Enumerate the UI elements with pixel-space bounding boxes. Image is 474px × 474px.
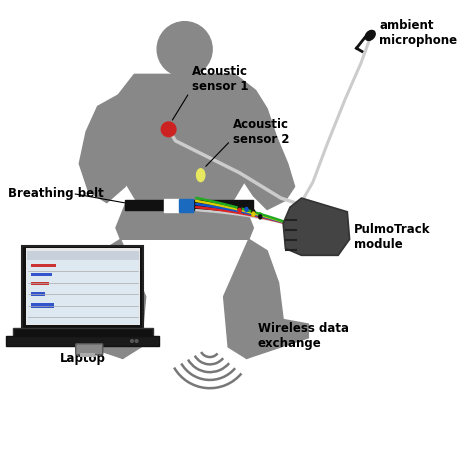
Text: PulmoTrack
module: PulmoTrack module bbox=[354, 223, 431, 251]
Ellipse shape bbox=[157, 22, 212, 77]
Bar bbox=[27, 251, 139, 260]
Ellipse shape bbox=[259, 213, 262, 217]
Ellipse shape bbox=[259, 215, 262, 219]
Ellipse shape bbox=[238, 207, 241, 210]
Polygon shape bbox=[61, 319, 128, 358]
Ellipse shape bbox=[365, 30, 375, 40]
Polygon shape bbox=[79, 95, 139, 203]
Bar bbox=[6, 336, 159, 346]
Bar bbox=[31, 292, 45, 296]
Bar bbox=[80, 353, 95, 357]
Text: Acoustic
sensor 2: Acoustic sensor 2 bbox=[233, 118, 289, 146]
Bar bbox=[13, 328, 153, 337]
Bar bbox=[22, 246, 144, 328]
Bar bbox=[26, 248, 140, 325]
Bar bbox=[31, 273, 52, 276]
Bar bbox=[31, 282, 49, 285]
Bar bbox=[31, 264, 56, 267]
Polygon shape bbox=[283, 198, 350, 255]
Polygon shape bbox=[242, 319, 309, 358]
Text: Breathing belt: Breathing belt bbox=[8, 187, 104, 200]
Polygon shape bbox=[235, 74, 295, 210]
Text: Wireless data
exchange: Wireless data exchange bbox=[258, 321, 349, 349]
FancyBboxPatch shape bbox=[76, 344, 103, 355]
Text: Acoustic
sensor 1: Acoustic sensor 1 bbox=[191, 65, 248, 93]
Polygon shape bbox=[224, 239, 283, 358]
Polygon shape bbox=[86, 239, 146, 358]
Polygon shape bbox=[116, 205, 254, 239]
Ellipse shape bbox=[252, 210, 255, 214]
Bar bbox=[27, 251, 139, 324]
Ellipse shape bbox=[245, 208, 248, 211]
Text: Laptop: Laptop bbox=[60, 352, 105, 365]
Bar bbox=[31, 302, 54, 308]
Ellipse shape bbox=[161, 122, 176, 137]
Bar bbox=[164, 199, 179, 212]
Polygon shape bbox=[116, 74, 254, 205]
Ellipse shape bbox=[135, 340, 138, 342]
Bar bbox=[125, 201, 254, 210]
Bar bbox=[179, 199, 193, 212]
Ellipse shape bbox=[252, 212, 255, 216]
Ellipse shape bbox=[131, 340, 133, 342]
Text: ambient
microphone: ambient microphone bbox=[379, 19, 457, 47]
Ellipse shape bbox=[245, 205, 248, 210]
Ellipse shape bbox=[238, 209, 241, 212]
Ellipse shape bbox=[197, 169, 205, 182]
